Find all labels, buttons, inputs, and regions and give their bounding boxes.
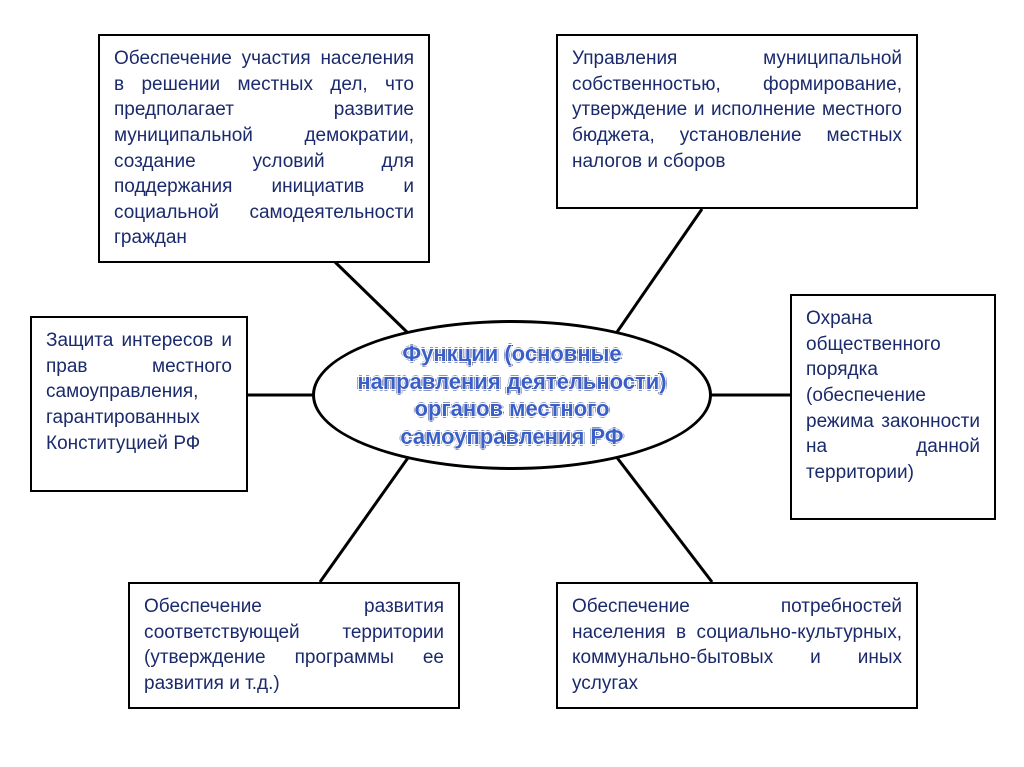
node-participation: Обеспечение участия населения в решении …: [98, 34, 430, 263]
node-rights-protection: Защита интересов и прав местного самоупр…: [30, 316, 248, 492]
node-property-budget: Управления муниципальной собственностью,…: [556, 34, 918, 209]
center-ellipse: Функции (основные направления деятельнос…: [312, 320, 712, 470]
node-public-order: Охрана общественного порядка (обеспечени…: [790, 294, 996, 520]
node-population-services: Обеспечение потребностей населения в соц…: [556, 582, 918, 709]
center-title: Функции (основные направления деятельнос…: [345, 340, 679, 450]
node-territory-development: Обеспечение развития соответствующей тер…: [128, 582, 460, 709]
